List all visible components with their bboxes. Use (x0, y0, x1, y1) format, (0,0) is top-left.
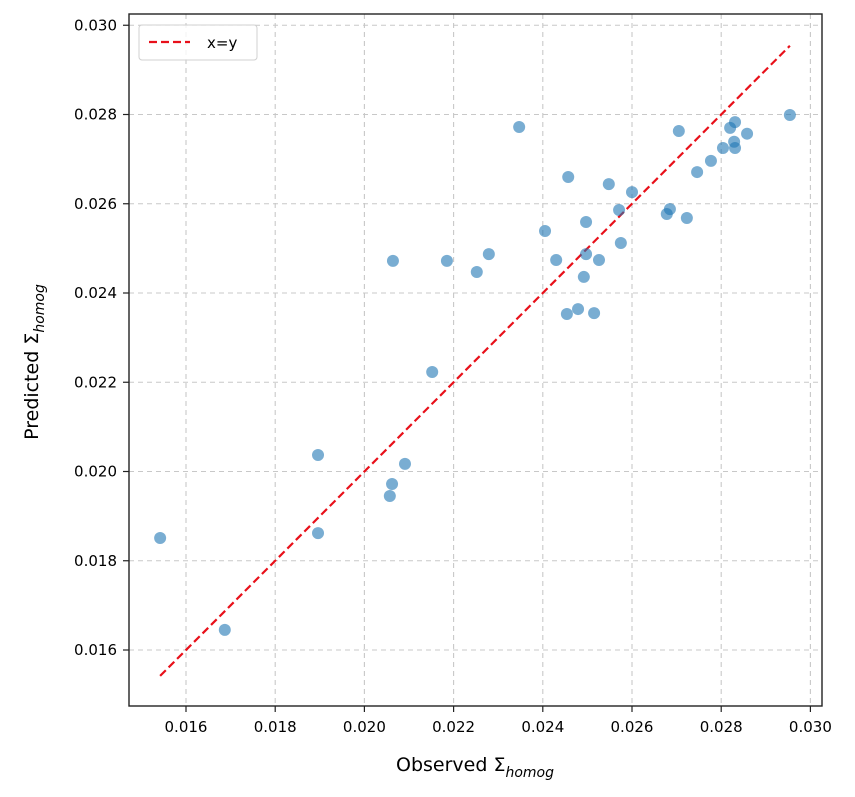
data-point (572, 303, 585, 316)
data-point (602, 178, 615, 191)
x-tick-label: 0.022 (432, 718, 475, 736)
data-point (386, 254, 399, 267)
y-tick-label: 0.030 (74, 16, 117, 34)
data-point (716, 141, 729, 154)
x-equals-y-line (159, 44, 791, 677)
data-point (550, 253, 563, 266)
legend-label: x=y (207, 34, 237, 52)
data-point (728, 135, 741, 148)
data-point (592, 253, 605, 266)
y-tick-label: 0.016 (74, 641, 117, 659)
grid-lines (129, 14, 822, 706)
legend: x=y (138, 24, 258, 61)
y-tick-label: 0.022 (74, 373, 117, 391)
x-tick-label: 0.030 (789, 718, 832, 736)
data-point (383, 490, 396, 503)
identity-line (159, 44, 791, 677)
data-point (691, 166, 704, 179)
data-point (680, 212, 693, 225)
y-tick-label: 0.028 (74, 106, 117, 124)
data-point (577, 270, 590, 283)
data-point (312, 527, 325, 540)
data-point (729, 116, 742, 129)
y-axis-ticks: 0.016 0.018 0.020 0.022 0.024 0.026 0.028 0.030 (74, 16, 129, 659)
data-point (513, 120, 526, 133)
y-tick-label: 0.026 (74, 195, 117, 213)
x-tick-label: 0.020 (343, 718, 386, 736)
y-tick-label: 0.020 (74, 463, 117, 481)
data-points (154, 108, 796, 636)
plot-frame (128, 13, 823, 707)
x-tick-label: 0.018 (254, 718, 297, 736)
data-point (614, 237, 627, 250)
data-point (218, 623, 231, 636)
x-tick-label: 0.026 (611, 718, 654, 736)
data-point (580, 216, 593, 229)
x-tick-label: 0.024 (521, 718, 564, 736)
y-tick-label: 0.018 (74, 552, 117, 570)
data-point (580, 248, 593, 261)
data-point (783, 108, 796, 121)
y-tick-label: 0.024 (74, 284, 117, 302)
x-axis-ticks: 0.016 0.018 0.020 0.022 0.024 0.026 0.028 0.030 (165, 706, 832, 736)
data-point (426, 365, 439, 378)
data-point (588, 307, 601, 320)
data-point (386, 477, 399, 490)
data-point (672, 125, 685, 138)
data-point (626, 186, 638, 199)
data-point (470, 266, 483, 279)
data-point (154, 531, 167, 544)
data-point (398, 457, 411, 470)
data-point (312, 448, 325, 461)
data-point (482, 248, 495, 261)
data-point (539, 224, 552, 237)
x-axis-label: Observed Σhomog (396, 754, 554, 781)
data-point (440, 254, 453, 267)
x-tick-label: 0.016 (165, 718, 208, 736)
data-point (704, 154, 717, 167)
data-point (663, 203, 676, 216)
data-point (741, 127, 754, 140)
data-point (613, 203, 626, 216)
data-point (560, 307, 573, 320)
x-tick-label: 0.028 (700, 718, 743, 736)
legend-box (138, 24, 258, 61)
data-point (562, 170, 575, 183)
y-axis-label: Predicted Σhomog (21, 284, 48, 440)
